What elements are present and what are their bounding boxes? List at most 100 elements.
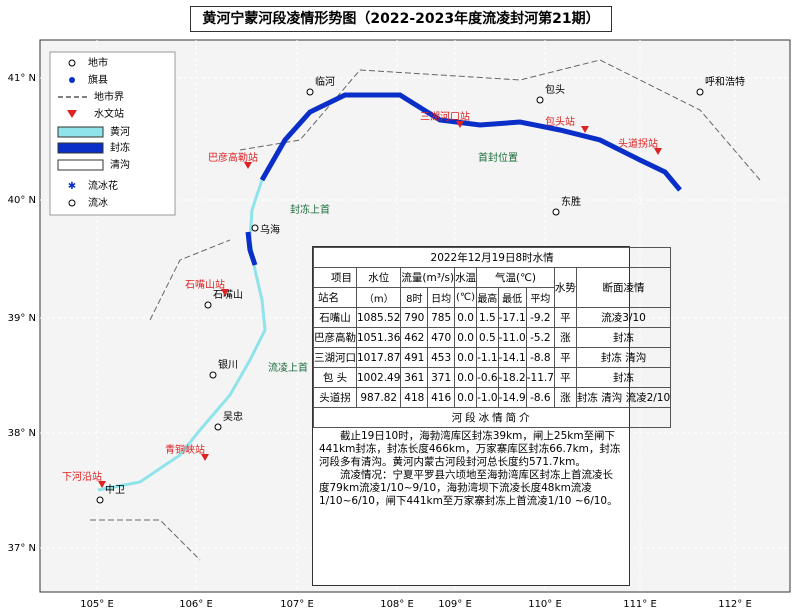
header: （m） xyxy=(355,287,402,308)
table-cell: 平 xyxy=(553,307,577,328)
legend-symbol xyxy=(69,77,75,83)
table-caption: 2022年12月19日8时水情 xyxy=(312,247,672,268)
legend-symbol xyxy=(68,59,76,67)
legend-label: 流冰 xyxy=(88,196,108,209)
city-label: 银川 xyxy=(218,358,238,371)
table-cell: -18.2 xyxy=(497,367,527,388)
header: 流量(m³/s) xyxy=(400,267,456,288)
table-cell: 418 xyxy=(400,387,429,408)
lat-label: 38° N xyxy=(8,428,36,439)
legend-label: 封冻 xyxy=(110,141,130,154)
table-cell: 三湖河口 xyxy=(313,347,357,368)
table-cell: 石嘴山 xyxy=(313,307,357,328)
table-cell: -8.6 xyxy=(525,387,555,408)
table-cell: 0.0 xyxy=(454,367,478,388)
legend-symbol xyxy=(57,159,104,171)
briefing-text: 截止19日10时，海勃湾库区封冻39km，闸上25km至闸下441km封冻，封冻… xyxy=(319,430,621,468)
header: 气温(℃) xyxy=(476,267,555,288)
lon-label: 107° E xyxy=(280,599,314,610)
table-cell: 封冻 清沟 流凌2/10 xyxy=(575,387,672,408)
table-cell: -11.7 xyxy=(525,367,555,388)
lon-label: 110° E xyxy=(528,599,562,610)
city-label: 包头 xyxy=(545,83,565,96)
table-cell: 416 xyxy=(427,387,456,408)
station-marker xyxy=(98,481,106,488)
lon-label: 109° E xyxy=(438,599,472,610)
hydro-table: 2022年12月19日8时水情 项目 水位 流量(m³/s) 水温 气温(℃) 水势 断面凌… xyxy=(312,247,672,428)
table-cell: -1.1 xyxy=(476,347,499,368)
station-label: 头道拐站 xyxy=(618,137,658,150)
table-cell: 491 xyxy=(400,347,429,368)
table-cell: 0.0 xyxy=(454,327,478,348)
lat-label: 41° N xyxy=(8,73,36,84)
legend-label: 清沟 xyxy=(110,158,130,171)
city-label: 吴忠 xyxy=(223,411,243,423)
place-marker xyxy=(214,423,222,431)
annotation: 流凌上首 xyxy=(268,361,308,374)
header: 最高 xyxy=(476,287,499,308)
station-marker xyxy=(201,454,209,461)
table-cell: -14.1 xyxy=(497,347,527,368)
city-label: 临河 xyxy=(315,75,335,88)
briefing: 截止19日10时，海勃湾库区封冻39km，闸上25km至闸下441km封冻，封冻… xyxy=(313,428,629,510)
table-cell: 1.5 xyxy=(476,307,499,328)
table-cell: 470 xyxy=(427,327,456,348)
table-cell: 平 xyxy=(553,347,577,368)
table-cell: 封冻 xyxy=(575,327,672,348)
header: (℃) xyxy=(454,287,478,308)
table-cell: 987.82 xyxy=(355,387,402,408)
place-marker xyxy=(204,301,212,309)
table-cell: 0.0 xyxy=(454,307,478,328)
station-marker xyxy=(581,126,589,133)
header: 8时 xyxy=(400,287,429,308)
lon-label: 108° E xyxy=(380,599,414,610)
table-cell: -14.9 xyxy=(497,387,527,408)
legend-symbol xyxy=(57,142,104,154)
lon-label: 111° E xyxy=(623,599,657,610)
station-label: 下河沿站 xyxy=(62,470,102,483)
boundary xyxy=(90,59,761,561)
city-label: 乌海 xyxy=(260,223,280,236)
table-cell: -1.0 xyxy=(476,387,499,408)
lon-label: 105° E xyxy=(80,599,114,610)
table-cell: 790 xyxy=(400,307,429,328)
table-cell: 453 xyxy=(427,347,456,368)
map-title: 黄河宁蒙河段凌情形势图（2022-2023年度流凌封河第21期） xyxy=(190,6,612,32)
table-cell: 封冻 清沟 xyxy=(575,347,672,368)
header: 水位 xyxy=(355,267,402,288)
station-marker xyxy=(221,289,229,296)
frozen-river xyxy=(245,231,258,266)
legend-label: 旗县 xyxy=(88,73,108,86)
table-cell: -8.8 xyxy=(525,347,555,368)
station-label: 三湖河口站 xyxy=(420,110,470,123)
legend-label: 黄河 xyxy=(110,125,130,138)
station-marker xyxy=(456,121,464,128)
briefing-text: 流凌情况：宁夏平罗县六顷地至海勃湾库区封冻上首流凌长度79km流凌1/10~9/… xyxy=(319,469,618,507)
table-cell: -17.1 xyxy=(497,307,527,328)
station-marker xyxy=(654,148,662,155)
legend-symbol: ✱ xyxy=(68,181,76,192)
header: 水势 xyxy=(553,267,577,308)
table-cell: 371 xyxy=(427,367,456,388)
table-cell: 流凌3/10 xyxy=(575,307,672,328)
header: 水温 xyxy=(454,267,478,288)
legend-label: 水文站 xyxy=(94,107,124,120)
city-label: 东胜 xyxy=(561,195,581,208)
city-label: 石嘴山 xyxy=(213,289,243,301)
table-cell: 1085.52 xyxy=(355,307,402,328)
briefing-title: 河段冰情简介 xyxy=(312,407,672,428)
city-label: 呼和浩特 xyxy=(705,76,745,88)
city-label: 中卫 xyxy=(105,483,125,496)
legend-label: 地市界 xyxy=(94,90,124,103)
place-marker xyxy=(306,88,314,96)
table-cell: 涨 xyxy=(553,327,577,348)
place-marker xyxy=(696,88,704,96)
lat-label: 40° N xyxy=(8,195,36,206)
table-cell: 巴彦高勒 xyxy=(313,327,357,348)
table-cell: 0.5 xyxy=(476,327,499,348)
table-cell: 头道拐 xyxy=(313,387,357,408)
legend-symbol xyxy=(57,126,104,138)
annotation: 首封位置 xyxy=(478,151,518,164)
legend-label: 地市 xyxy=(88,56,108,69)
